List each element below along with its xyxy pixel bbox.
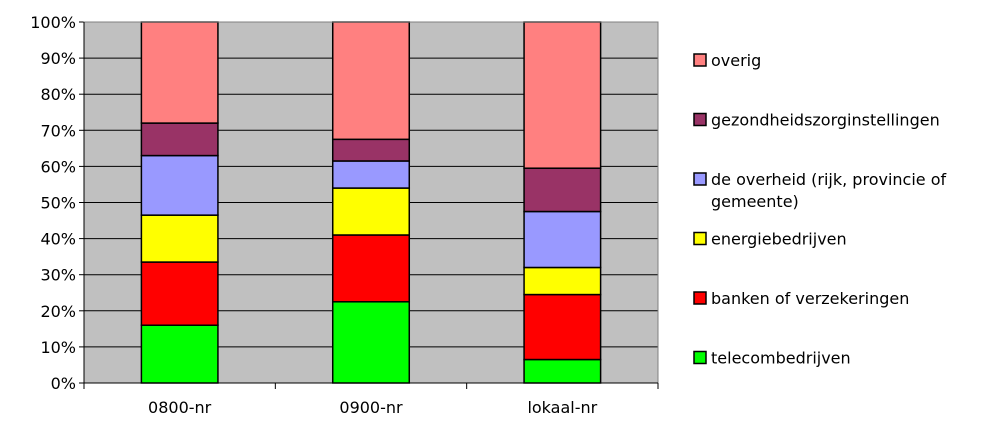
- bar-segment: [331, 187, 411, 236]
- y-tick-label: 30%: [40, 266, 76, 285]
- legend-label: banken of verzekeringen: [711, 289, 909, 308]
- bar-segment: [140, 214, 219, 263]
- y-tick-label: 80%: [40, 85, 76, 104]
- y-tick-label: 10%: [40, 338, 76, 357]
- legend-swatch: [693, 112, 707, 127]
- y-tick-label: 40%: [40, 230, 76, 249]
- y-tick-label: 90%: [40, 49, 76, 68]
- bar-segment: [140, 154, 219, 216]
- bar-segment: [140, 324, 219, 384]
- legend-swatch: [693, 350, 707, 365]
- legend-label: gemeente): [711, 192, 799, 211]
- legend-swatch: [693, 172, 707, 186]
- bar-segment: [331, 160, 411, 189]
- y-tick-label: 50%: [40, 194, 76, 213]
- bar-segment: [523, 210, 602, 269]
- axes: 0% 10% 20% 30% 40% 50% 60% 70% 80% 90% 100% 0800-nr…: [30, 13, 659, 417]
- x-tick-label: 0900-nr: [339, 398, 403, 417]
- bar-segment: [140, 122, 219, 157]
- legend-swatch: [693, 231, 707, 246]
- bar-segment: [331, 234, 411, 303]
- bar-segment: [140, 261, 219, 326]
- legend-label: overig: [711, 51, 761, 70]
- y-tick-label: 100%: [30, 13, 76, 32]
- y-tick-label: 0%: [51, 374, 76, 393]
- legend-label: telecombedrijven: [711, 349, 851, 368]
- bar-segment: [523, 21, 602, 169]
- bar-segment: [331, 301, 411, 384]
- bar-segment: [523, 358, 602, 384]
- bars: [140, 21, 602, 384]
- legend-label: de overheid (rijk, provincie of: [711, 170, 946, 189]
- legend: overig gezondheidszorginstellingen de over…: [693, 51, 946, 368]
- bar-segment: [331, 138, 411, 162]
- bar-segment: [140, 21, 219, 124]
- bar-segment: [523, 167, 602, 213]
- x-tick-label: 0800-nr: [148, 398, 212, 417]
- y-tick-label: 20%: [40, 302, 76, 321]
- bar-segment: [523, 266, 602, 296]
- legend-swatch: [693, 291, 707, 305]
- x-tick-label: lokaal-nr: [527, 398, 597, 417]
- bar-segment: [331, 21, 411, 141]
- y-tick-label: 70%: [40, 121, 76, 140]
- legend-label: gezondheidszorginstellingen: [711, 111, 940, 130]
- legend-swatch: [693, 53, 707, 67]
- y-tick-label: 60%: [40, 157, 76, 176]
- bar-segment: [523, 293, 602, 361]
- legend-label: energiebedrijven: [711, 230, 847, 249]
